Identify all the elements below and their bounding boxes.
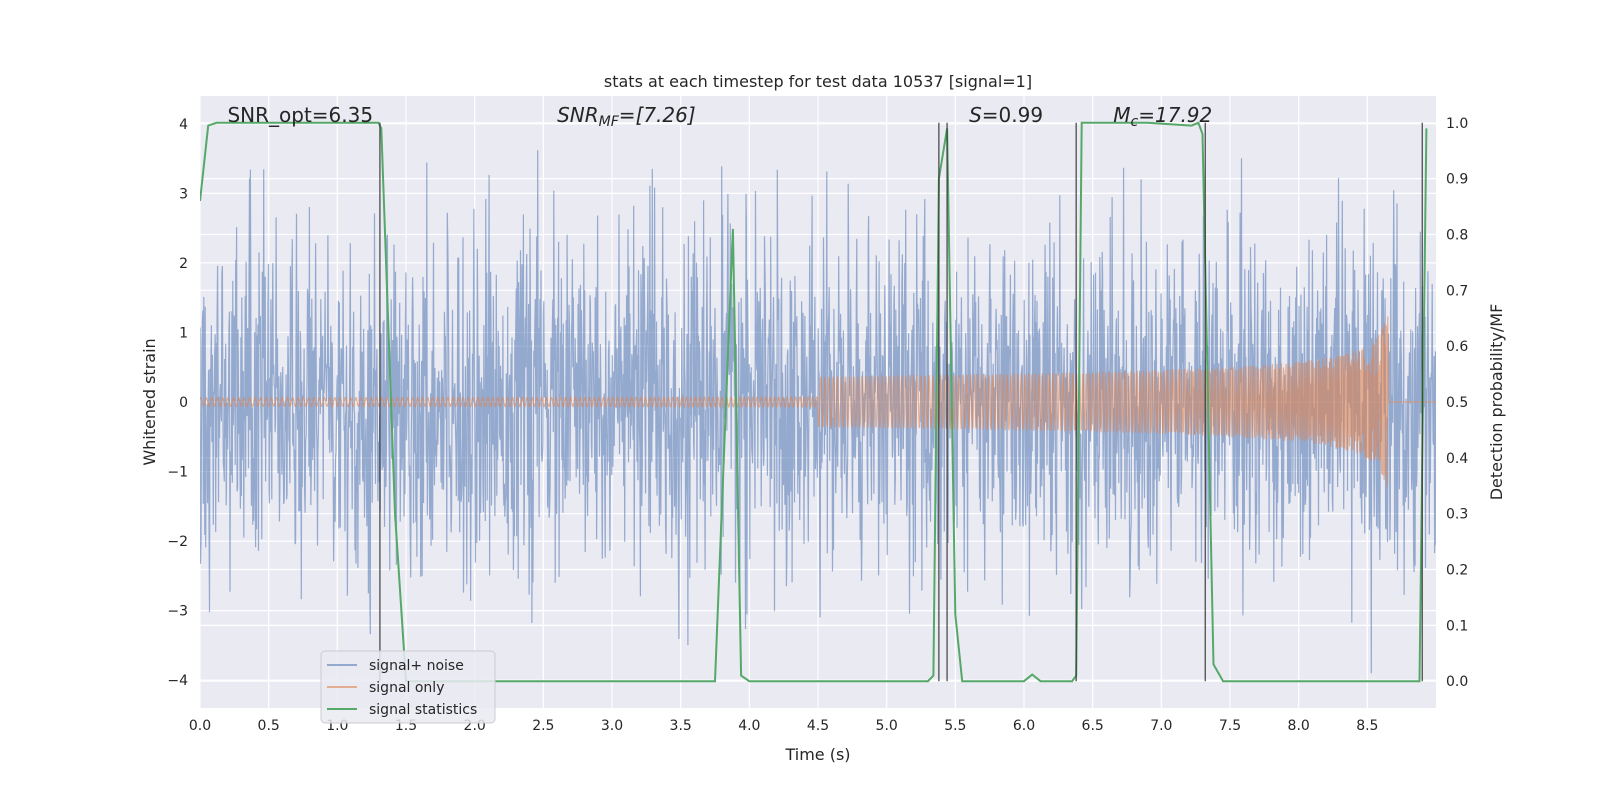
x-tick-label: 7.0 [1150, 718, 1172, 734]
legend-label: signal+ noise [369, 658, 464, 674]
series-signal-only [200, 316, 1436, 487]
series-layer [200, 121, 1436, 683]
x-tick-labels: 0.0 0.5 1.0 1.5 2.0 2.5 3.0 3.5 4.0 4.5 5.0 5.5 6.0 6… [189, 718, 1379, 734]
legend-box [320, 650, 496, 724]
y2-tick-label: 0.3 [1446, 507, 1468, 523]
annotation: Mc=17.92 [1113, 103, 1212, 130]
x-tick-label: 7.5 [1219, 718, 1241, 734]
x-tick-label: 8.5 [1356, 718, 1378, 734]
legend-label: signal only [369, 680, 444, 696]
y2-tick-label: 0.2 [1446, 563, 1468, 579]
x-tick-label: 5.5 [944, 718, 966, 734]
y-tick-label: 1 [179, 325, 188, 341]
y2-axis-label: Detection probability/MF [1487, 304, 1506, 501]
y-tick-label: 2 [179, 256, 188, 272]
y2-tick-label: 0.5 [1446, 395, 1468, 411]
y2-tick-label: 0.7 [1446, 283, 1468, 299]
y-tick-label: 3 [179, 186, 188, 202]
x-tick-label: 6.0 [1013, 718, 1035, 734]
series-signal-statistics [200, 121, 1428, 683]
x-tick-label: 0.0 [189, 718, 211, 734]
x-tick-label: 3.5 [670, 718, 692, 734]
legend: signal+ noise signal only signal statistic… [320, 650, 496, 724]
annotation: S=0.99 [969, 103, 1043, 127]
y-tick-label: −2 [167, 534, 188, 550]
annotation: SNRMF=[7.26] [557, 103, 696, 130]
x-tick-label: 6.5 [1082, 718, 1104, 734]
x-tick-label: 2.5 [532, 718, 554, 734]
x-tick-label: 8.0 [1288, 718, 1310, 734]
y2-tick-label: 0.0 [1446, 674, 1468, 690]
y-tick-label: 0 [179, 395, 188, 411]
x-tick-label: 4.0 [738, 718, 760, 734]
y2-tick-labels: 0.0 0.1 0.2 0.3 0.4 0.5 0.6 0.7 0.8 0.9 1.0 [1446, 116, 1468, 690]
x-tick-label: 0.5 [258, 718, 280, 734]
x-tick-label: 4.5 [807, 718, 829, 734]
y-tick-label: −4 [167, 673, 188, 689]
y2-tick-label: 0.9 [1446, 172, 1468, 188]
y-tick-labels: −4 −3 −2 −1 0 1 2 3 4 [167, 117, 188, 689]
y2-tick-label: 0.4 [1446, 451, 1468, 467]
annotations: SNR_opt=6.35 SNRMF=[7.26] S=0.99 Mc=17.92 [227, 103, 1212, 130]
y-tick-label: −3 [167, 604, 188, 620]
annotation: SNR_opt=6.35 [227, 103, 373, 127]
x-tick-label: 5.0 [876, 718, 898, 734]
y2-tick-label: 0.1 [1446, 618, 1468, 634]
chart-title: stats at each timestep for test data 105… [604, 72, 1032, 91]
y2-tick-label: 0.8 [1446, 227, 1468, 243]
x-axis-label: Time (s) [784, 745, 850, 764]
y2-tick-label: 1.0 [1446, 116, 1468, 132]
y-tick-label: 4 [179, 117, 188, 133]
vertical-markers [379, 122, 1423, 682]
y2-tick-label: 0.6 [1446, 339, 1468, 355]
x-tick-label: 3.0 [601, 718, 623, 734]
y-tick-label: −1 [167, 465, 188, 481]
legend-label: signal statistics [369, 702, 477, 718]
y-axis-label: Whitened strain [140, 338, 159, 465]
